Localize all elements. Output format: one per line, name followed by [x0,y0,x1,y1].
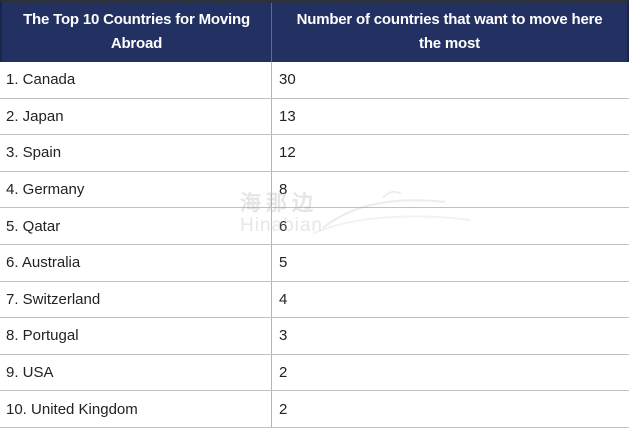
value-cell: 3 [279,327,288,345]
value-cell: 2 [279,400,288,418]
table-row: 2. Japan 13 [0,98,629,136]
country-cell: 5. Qatar [0,208,272,244]
table-row: 3. Spain 12 [0,135,629,172]
country-cell: 3. Spain [0,135,272,171]
value-cell: 2 [279,364,288,382]
country-cell: 4. Germany [0,171,272,208]
table-body: 1. Canada 30 2. Japan 13 3. Spain 12 4. … [0,62,629,428]
table-row: 10. United Kingdom 2 [0,391,629,428]
table-row: 7. Switzerland 4 [0,281,629,319]
table-row: 9. USA 2 [0,354,629,392]
table-row: 6. Australia 5 [0,244,629,282]
country-cell: 1. Canada [0,62,272,98]
country-cell: 9. USA [0,354,272,391]
country-cell: 10. United Kingdom [0,391,272,427]
table-row: 1. Canada 30 [0,62,629,99]
country-cell: 8. Portugal [0,318,272,354]
table-row: 8. Portugal 3 [0,318,629,355]
value-cell: 12 [279,144,296,162]
table-row: 4. Germany 8 [0,171,629,209]
value-cell: 8 [279,181,288,199]
country-cell: 6. Australia [0,244,272,281]
value-cell: 30 [279,71,296,89]
country-cell: 7. Switzerland [0,281,272,318]
header-country-column: The Top 10 Countries for Moving Abroad [2,3,272,62]
table-header-row: The Top 10 Countries for Moving Abroad N… [0,0,629,62]
value-cell: 13 [279,107,296,125]
value-cell: 6 [279,217,288,235]
value-cell: 5 [279,254,288,272]
header-value-column: Number of countries that want to move he… [296,11,603,52]
country-cell: 2. Japan [0,98,272,135]
value-cell: 4 [279,290,288,308]
table-row: 5. Qatar 6 [0,208,629,245]
